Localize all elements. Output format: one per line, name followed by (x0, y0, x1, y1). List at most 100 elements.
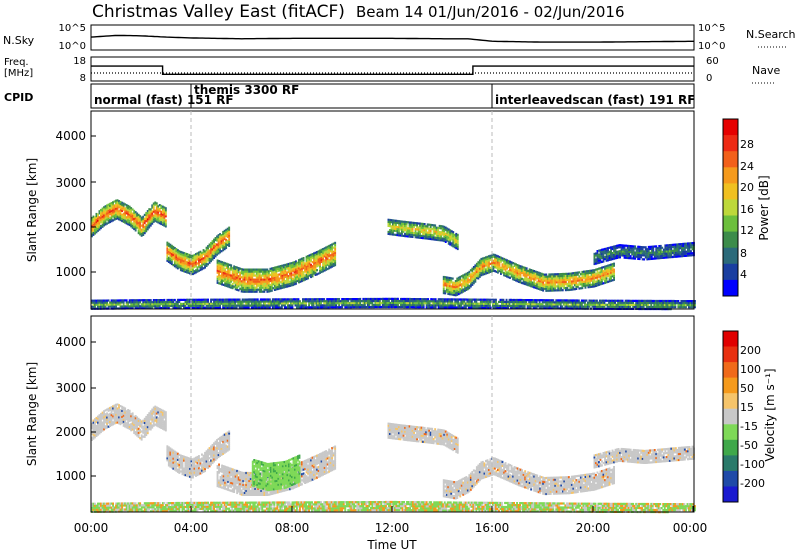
data-cell (453, 238, 456, 241)
data-cell (192, 270, 194, 274)
data-cell (119, 215, 122, 218)
data-cell (528, 270, 531, 273)
data-cell (137, 219, 140, 223)
data-cell (326, 247, 329, 250)
data-cell (134, 219, 137, 222)
data-cell (187, 255, 190, 258)
data-cell (296, 263, 299, 266)
data-cell (326, 302, 329, 305)
data-cell (246, 276, 249, 279)
data-cell (100, 221, 102, 224)
data-cell (134, 215, 137, 218)
data-cell (616, 246, 618, 249)
data-cell (193, 266, 196, 269)
data-cell (557, 277, 560, 280)
data-cell (219, 241, 221, 244)
data-cell (167, 307, 170, 310)
data-cell (584, 270, 587, 273)
data-cell (275, 288, 278, 291)
data-cell (426, 223, 429, 226)
data-cell (521, 269, 523, 272)
data-cell (488, 255, 490, 258)
data-cell (584, 282, 587, 285)
data-cell (94, 303, 96, 306)
data-cell (104, 215, 107, 218)
data-cell (531, 285, 534, 288)
data-cell (453, 236, 456, 239)
data-cell (448, 283, 451, 286)
data-cell (281, 280, 284, 283)
data-cell (125, 222, 128, 225)
data-cell (687, 244, 689, 247)
data-cell (149, 218, 152, 221)
data-cell (161, 209, 164, 212)
data-cell (149, 305, 152, 308)
data-cell (221, 271, 223, 274)
data-cell (602, 250, 605, 253)
data-cell (427, 302, 430, 305)
data-cell (516, 266, 519, 269)
data-cell (234, 280, 237, 283)
data-cell (640, 246, 643, 249)
data-cell (125, 220, 128, 223)
data-cell (279, 269, 282, 272)
data-cell (115, 203, 117, 206)
data-cell (567, 299, 570, 302)
data-cell (240, 290, 243, 293)
data-cell (251, 284, 254, 287)
data-cell (202, 253, 205, 256)
data-cell (255, 288, 258, 291)
data-cell (169, 255, 172, 258)
data-cell (611, 263, 614, 266)
data-cell (497, 257, 499, 260)
data-cell (218, 272, 220, 275)
data-cell (291, 298, 294, 301)
data-cell (272, 287, 275, 290)
data-cell (263, 280, 266, 283)
data-cell (166, 251, 169, 254)
data-cell (390, 221, 393, 224)
data-cell (518, 274, 520, 277)
data-cell (277, 298, 280, 301)
data-cell (133, 301, 136, 304)
data-cell (100, 301, 102, 304)
data-cell (680, 243, 683, 246)
data-cell (228, 281, 231, 285)
data-cell (116, 299, 119, 302)
data-cell (192, 260, 194, 263)
data-cell (146, 218, 149, 221)
data-cell (178, 260, 181, 263)
data-cell (109, 303, 111, 306)
data-cell (475, 274, 478, 278)
data-cell (217, 244, 220, 247)
data-cell (517, 300, 520, 304)
data-cell (380, 301, 383, 305)
data-cell (483, 264, 486, 268)
data-cell (231, 300, 234, 303)
data-cell (547, 307, 550, 310)
data-cell (175, 252, 178, 255)
data-cell (149, 224, 152, 227)
data-cell (607, 247, 609, 250)
data-cell (113, 214, 116, 217)
data-cell (226, 231, 229, 234)
data-cell (255, 276, 258, 279)
data-cell (285, 298, 288, 301)
data-cell (166, 307, 169, 310)
data-cell (531, 277, 534, 280)
data-cell (234, 286, 237, 289)
data-cell (276, 304, 279, 307)
data-cell (625, 250, 628, 253)
data-cell (480, 266, 483, 269)
data-cell (677, 243, 680, 246)
data-cell (445, 276, 448, 279)
data-cell (134, 303, 137, 306)
data-cell (566, 276, 569, 279)
data-cell (140, 224, 143, 227)
data-cell (655, 249, 658, 252)
data-cell (523, 305, 526, 308)
data-cell (625, 244, 628, 247)
data-cell (611, 256, 614, 259)
data-cell (334, 243, 337, 247)
data-cell (473, 304, 476, 307)
